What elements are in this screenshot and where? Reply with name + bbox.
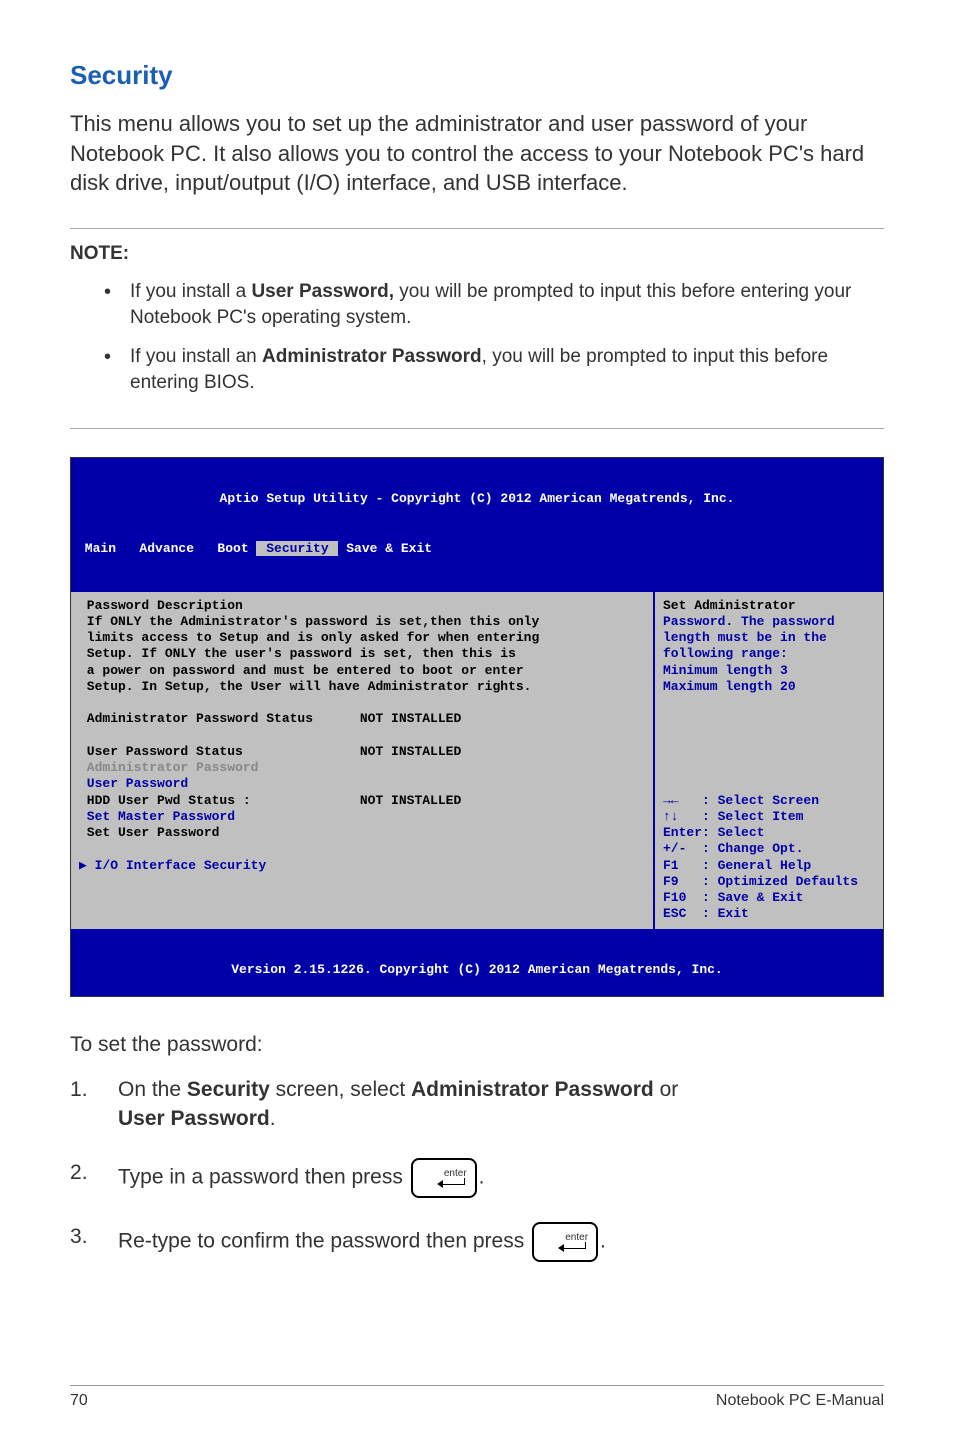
step-1-b: Security [187, 1078, 270, 1101]
step-2: Type in a password then press . [70, 1158, 884, 1198]
bios-screenshot: Aptio Setup Utility - Copyright (C) 2012… [70, 457, 884, 997]
step-1-a: On the [118, 1078, 187, 1101]
note-item-1-bold: User Password, [251, 281, 394, 302]
bios-left-line8: User Password Status NOT INSTALLED [79, 744, 461, 759]
bios-left-line3: limits access to Setup and is only asked… [79, 630, 539, 645]
bios-body: Password Description If ONLY the Adminis… [71, 592, 883, 929]
bios-menu-left: Main Advance Boot [77, 541, 256, 556]
step-1-c: screen, select [270, 1078, 411, 1101]
note-block: NOTE: If you install a User Password, yo… [70, 228, 884, 429]
note-item-2-text-a: If you install an [130, 346, 262, 367]
bios-right-line5: Minimum length 3 [663, 663, 788, 678]
step-1: On the Security screen, select Administr… [70, 1075, 884, 1134]
bios-left-line11: HDD User Pwd Status : NOT INSTALLED [79, 793, 461, 808]
bios-help8: ESC : Exit [663, 906, 749, 921]
page-footer: 70 Notebook PC E-Manual [70, 1385, 884, 1410]
note-item-2: If you install an Administrator Password… [104, 344, 884, 395]
bios-left-line6: Setup. In Setup, the User will have Admi… [79, 679, 531, 694]
enter-key-icon [411, 1158, 477, 1198]
bios-left-line2: If ONLY the Administrator's password is … [79, 614, 539, 629]
step-3: Re-type to confirm the password then pre… [70, 1222, 884, 1262]
bios-right-line2: Password. The password [663, 614, 835, 629]
bios-help4: +/- : Change Opt. [663, 841, 803, 856]
steps-list: On the Security screen, select Administr… [70, 1075, 884, 1262]
bios-left-line7: Administrator Password Status NOT INSTAL… [79, 711, 461, 726]
step-1-d: Administrator Password [411, 1078, 654, 1101]
note-heading: NOTE: [70, 243, 884, 265]
bios-menu-right: Save & Exit [338, 541, 439, 556]
bios-help3: Enter: Select [663, 825, 764, 840]
enter-key-icon [532, 1222, 598, 1262]
bios-menubar: Main Advance Boot Security Save & Exit [71, 541, 883, 559]
bios-left-line9: Administrator Password [79, 760, 258, 775]
bios-help5: F1 : General Help [663, 858, 811, 873]
note-item-2-bold: Administrator Password [262, 346, 482, 367]
bios-right-line4: following range: [663, 646, 788, 661]
bios-left-line4: Setup. If ONLY the user's password is se… [79, 646, 516, 661]
bios-left-line12: Set Master Password [79, 809, 235, 824]
bios-left-line10: User Password [79, 776, 188, 791]
bios-left-line1: Password Description [79, 598, 243, 613]
steps-intro: To set the password: [70, 1031, 884, 1059]
bios-left-panel: Password Description If ONLY the Adminis… [71, 592, 653, 929]
step-3-a: Re-type to confirm the password then pre… [118, 1229, 530, 1252]
section-title: Security [70, 60, 884, 91]
bios-help6: F9 : Optimized Defaults [663, 874, 858, 889]
bios-menu-active: Security [256, 541, 338, 556]
bios-help7: F10 : Save & Exit [663, 890, 803, 905]
doc-title: Notebook PC E-Manual [716, 1392, 884, 1410]
intro-paragraph: This menu allows you to set up the admin… [70, 109, 884, 198]
note-item-1-text-a: If you install a [130, 281, 251, 302]
bios-right-line3: length must be in the [663, 630, 827, 645]
bios-help1: →← : Select Screen [663, 793, 819, 808]
step-1-f: User Password [118, 1107, 270, 1130]
step-2-a: Type in a password then press [118, 1165, 409, 1188]
bios-right-panel: Set Administrator Password. The password… [653, 592, 883, 929]
step-1-g: . [270, 1107, 276, 1130]
note-item-1: If you install a User Password, you will… [104, 279, 884, 330]
bios-title: Aptio Setup Utility - Copyright (C) 2012… [71, 490, 883, 508]
step-2-b: . [479, 1165, 485, 1188]
bios-left-line5: a power on password and must be entered … [79, 663, 524, 678]
bios-left-line13: Set User Password [79, 825, 219, 840]
bios-footer: Version 2.15.1226. Copyright (C) 2012 Am… [71, 961, 883, 979]
step-1-e: or [654, 1078, 679, 1101]
step-3-b: . [600, 1229, 606, 1252]
bios-help2: ↑↓ : Select Item [663, 809, 803, 824]
bios-right-line6: Maximum length 20 [663, 679, 796, 694]
bios-left-line14: ▶ I/O Interface Security [79, 858, 266, 873]
page-number: 70 [70, 1392, 88, 1410]
bios-right-line1: Set Administrator [663, 598, 796, 613]
